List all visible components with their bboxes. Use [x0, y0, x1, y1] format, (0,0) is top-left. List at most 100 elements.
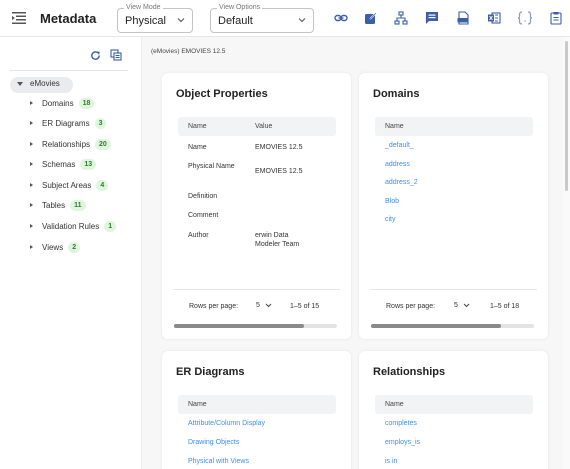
- relationship-link[interactable]: completes: [385, 420, 417, 427]
- csv-icon[interactable]: [455, 10, 471, 26]
- tree-item-views[interactable]: Views 2: [30, 240, 81, 254]
- count-badge: 2: [68, 241, 81, 253]
- tree-item-schemas[interactable]: Schemas 13: [30, 157, 97, 171]
- domains-card: Domains Name _default_ address address_2…: [359, 73, 548, 339]
- tree-root-emovies[interactable]: eMovies: [10, 77, 73, 93]
- link-icon[interactable]: [333, 10, 349, 26]
- menu-toggle-icon[interactable]: [11, 10, 27, 26]
- prop-name: Comment: [188, 212, 219, 219]
- comment-icon[interactable]: [424, 10, 440, 26]
- pagination-range: 1–5 of 18: [490, 303, 520, 310]
- table-header: Name: [178, 395, 336, 414]
- prop-value: EMOVIES 12.5: [255, 144, 303, 151]
- tree-item-tables[interactable]: Tables 11: [30, 198, 86, 212]
- horizontal-scrollbar[interactable]: [371, 324, 534, 328]
- domain-link[interactable]: city: [385, 216, 396, 223]
- rows-per-page-label: Rows per page:: [189, 303, 239, 310]
- toolbar: Metadata View Mode Physical View Options…: [0, 0, 570, 37]
- export-icon[interactable]: [363, 10, 379, 26]
- scrollbar-thumb[interactable]: [371, 324, 502, 328]
- rows-per-page-label: Rows per page:: [386, 303, 436, 310]
- breadcrumb: (eMovies) EMOVIES 12.5: [151, 48, 226, 55]
- report-icon[interactable]: [548, 10, 564, 26]
- prop-name: Definition: [188, 193, 218, 200]
- prop-name: Physical Name: [188, 163, 235, 170]
- domain-link[interactable]: _default_: [385, 142, 414, 149]
- tree-item-label: Relationships: [42, 139, 91, 149]
- rows-per-page-select[interactable]: 5: [454, 302, 470, 309]
- tree-item-er-diagrams[interactable]: ER Diagrams 3: [30, 116, 107, 130]
- tree-item-label: ER Diagrams: [42, 118, 90, 128]
- horizontal-scrollbar[interactable]: [174, 324, 337, 328]
- tree-item-domains[interactable]: Domains 18: [30, 96, 95, 110]
- caret-right-icon: [30, 203, 33, 207]
- braces-icon[interactable]: [517, 10, 533, 26]
- caret-right-icon: [30, 245, 33, 249]
- prop-value: EMOVIES 12.5: [255, 168, 303, 175]
- footer-divider: [173, 289, 340, 290]
- count-badge: 18: [78, 97, 95, 109]
- relationship-link[interactable]: is in: [385, 458, 398, 465]
- column-header-value: Value: [255, 123, 273, 130]
- tree-panel: eMovies Domains 18 ER Diagrams 3 Relations…: [0, 37, 141, 469]
- count-badge: 20: [95, 138, 111, 150]
- count-badge: 3: [94, 117, 107, 129]
- caret-right-icon: [30, 183, 33, 187]
- tree-root-label: eMovies: [30, 79, 60, 88]
- card-title: ER Diagrams: [176, 366, 245, 378]
- domain-link[interactable]: address: [385, 161, 410, 168]
- table-header: Name: [375, 117, 533, 136]
- rows-per-page-value: 5: [454, 302, 458, 309]
- app-title: Metadata: [40, 11, 97, 26]
- view-mode-legend: View Mode: [124, 3, 163, 12]
- er-diagram-link[interactable]: Drawing Objects: [188, 439, 240, 446]
- prop-name: Author: [188, 232, 209, 239]
- er-diagram-link[interactable]: Attribute/Column Display: [188, 420, 266, 427]
- caret-down-icon: [17, 82, 23, 86]
- prop-value: erwin Data Modeler Team: [255, 232, 300, 248]
- er-diagram-link[interactable]: Physical with Views: [188, 458, 249, 465]
- tree-divider: [10, 70, 128, 71]
- view-mode-value: Physical: [125, 15, 166, 27]
- rows-per-page-select[interactable]: 5: [256, 302, 272, 309]
- view-mode-select[interactable]: View Mode Physical: [117, 3, 193, 33]
- column-header-name: Name: [385, 401, 404, 408]
- caret-right-icon: [30, 121, 33, 125]
- tree-item-validation-rules[interactable]: Validation Rules 1: [30, 219, 117, 233]
- tree-item-label: Validation Rules: [42, 221, 100, 231]
- hierarchy-icon[interactable]: [393, 10, 409, 26]
- er-diagrams-card: ER Diagrams Name Attribute/Column Displa…: [162, 351, 351, 469]
- column-header-name: Name: [188, 123, 207, 130]
- vertical-scrollbar[interactable]: [563, 37, 570, 469]
- tree-item-label: Domains: [42, 98, 74, 108]
- prop-name: Name: [188, 144, 207, 151]
- scrollbar-thumb[interactable]: [174, 324, 305, 328]
- view-options-select[interactable]: View Options Default: [210, 3, 314, 33]
- panel-divider: [141, 37, 142, 469]
- card-title: Relationships: [373, 366, 446, 378]
- chevron-down-icon: [463, 303, 470, 308]
- tree-item-label: Tables: [42, 200, 66, 210]
- relationship-link[interactable]: employs_is: [385, 439, 421, 446]
- table-header: Name: [375, 395, 533, 414]
- count-badge: 11: [70, 199, 86, 211]
- caret-right-icon: [30, 101, 33, 105]
- refresh-icon[interactable]: [90, 50, 101, 61]
- excel-icon[interactable]: [486, 10, 502, 26]
- footer-divider: [370, 289, 537, 290]
- column-header-name: Name: [188, 401, 207, 408]
- count-badge: 1: [104, 220, 117, 232]
- pagination-range: 1–5 of 15: [290, 303, 320, 310]
- tree-item-label: Views: [42, 242, 64, 252]
- domain-link[interactable]: Blob: [385, 198, 400, 205]
- card-title: Object Properties: [176, 88, 268, 100]
- rows-per-page-value: 5: [256, 302, 260, 309]
- tree-item-relationships[interactable]: Relationships 20: [30, 137, 111, 151]
- tree-item-subject-areas[interactable]: Subject Areas 4: [30, 178, 109, 192]
- domain-link[interactable]: address_2: [385, 179, 418, 186]
- copy-icon[interactable]: [110, 49, 122, 61]
- relationships-card: Relationships Name completes employs_is …: [359, 351, 548, 469]
- caret-right-icon: [30, 162, 33, 166]
- chevron-down-icon: [265, 303, 272, 308]
- scrollbar-thumb[interactable]: [565, 41, 568, 191]
